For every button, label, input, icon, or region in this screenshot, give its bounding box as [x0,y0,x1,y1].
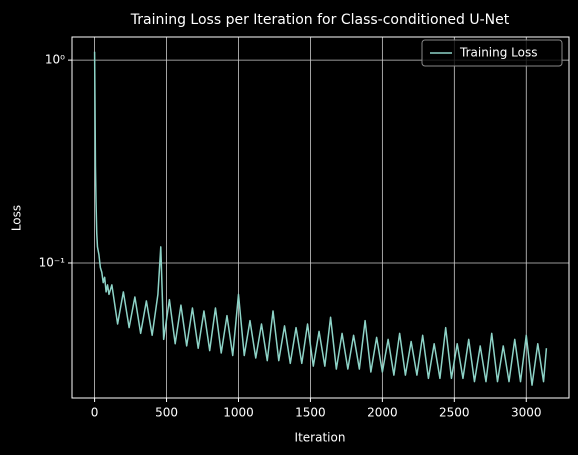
y-tick-label: 10⁻¹ [39,255,66,269]
y-axis-label: Loss [10,205,24,231]
x-tick-label: 1500 [295,406,326,420]
x-tick-label: 500 [155,406,178,420]
loss-line [93,51,548,386]
x-tick-label: 2000 [367,406,398,420]
plot-frame [71,36,570,399]
x-axis-label: Iteration [295,431,346,445]
legend-box [421,39,563,67]
x-tick-label: 2500 [439,406,470,420]
y-tick-label: 10⁰ [45,53,65,67]
x-tick-label: 1000 [223,406,254,420]
chart-title: Training Loss per Iteration for Class-co… [130,12,510,28]
x-tick-label: 0 [91,406,99,420]
x-tick-label: 3000 [511,406,542,420]
legend-label: Training Loss [459,46,537,60]
